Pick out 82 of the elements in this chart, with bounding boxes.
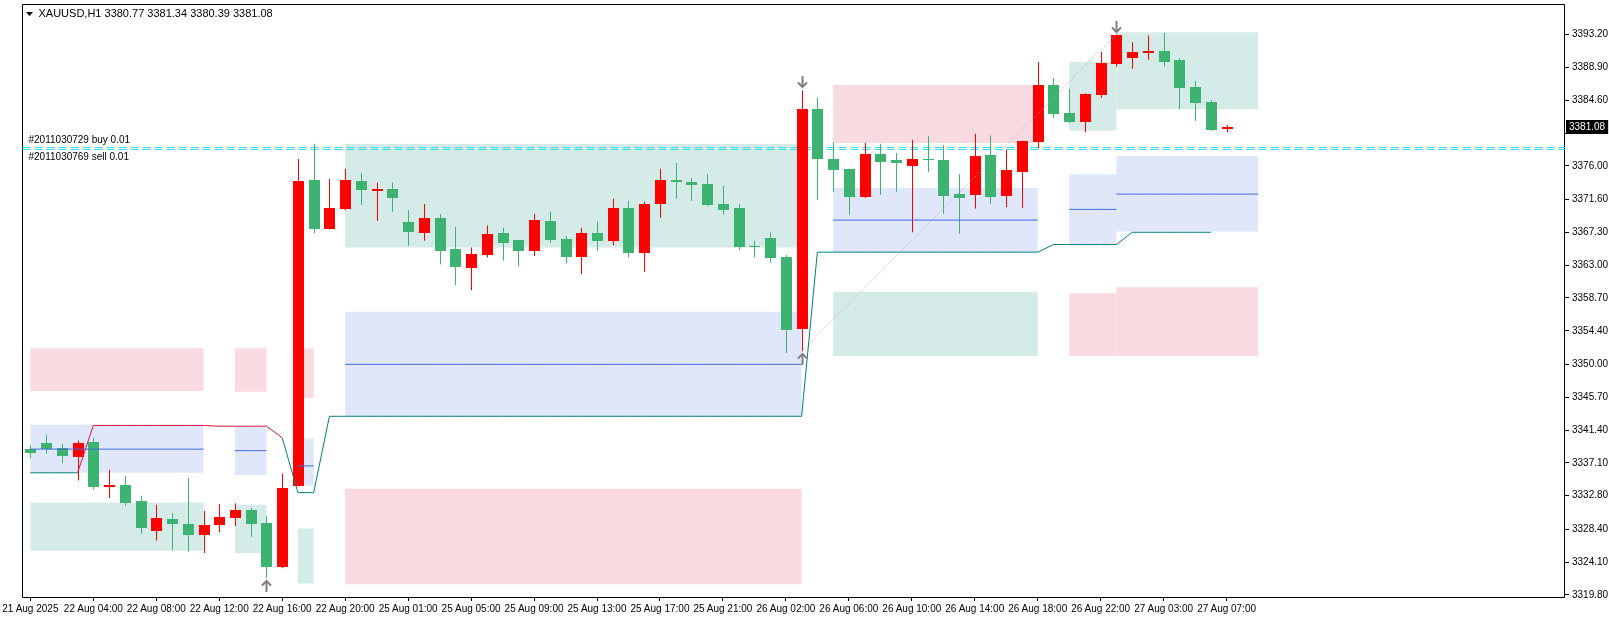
candlestick — [576, 227, 587, 275]
candlestick — [561, 235, 572, 265]
candlestick — [324, 178, 335, 230]
candlestick — [387, 182, 398, 213]
candlestick — [1159, 32, 1170, 68]
y-tick-label: 3332.80 — [1572, 489, 1609, 501]
x-tick-label: 25 Aug 01:00 — [378, 602, 439, 614]
candlestick — [450, 226, 461, 286]
candlestick — [765, 231, 776, 264]
y-tick-label: 3328.40 — [1572, 523, 1609, 535]
candlestick — [702, 173, 713, 207]
candlestick — [954, 173, 965, 235]
x-tick-label: 22 Aug 20:00 — [315, 602, 376, 614]
candlestick — [1143, 34, 1154, 61]
x-tick-label: 25 Aug 09:00 — [504, 602, 564, 614]
candlestick — [372, 182, 383, 222]
candlestick — [828, 141, 839, 193]
candlestick — [230, 502, 241, 527]
x-tick-label: 26 Aug 18:00 — [1008, 602, 1068, 614]
candlestick — [875, 143, 886, 196]
candlestick — [1064, 88, 1075, 124]
y-tick-label: 3371.60 — [1572, 193, 1609, 205]
candlestick — [167, 512, 178, 551]
x-tick-label: 26 Aug 06:00 — [819, 602, 879, 614]
candlestick — [419, 203, 430, 242]
candlestick — [1127, 41, 1138, 70]
candlestick — [246, 507, 257, 538]
candlestick — [403, 209, 414, 247]
y-tick-label: 3384.60 — [1572, 93, 1609, 105]
y-tick-label: 3354.40 — [1572, 324, 1609, 336]
ref-line-label: #2011030769 sell 0.01 — [28, 150, 130, 162]
candlestick — [183, 477, 194, 552]
candlestick — [482, 224, 493, 258]
x-tick-label: 26 Aug 02:00 — [756, 602, 816, 614]
candlestick — [592, 221, 603, 252]
x-tick-label: 22 Aug 12:00 — [189, 602, 250, 614]
y-tick-label: 3376.00 — [1572, 159, 1609, 171]
x-tick-label: 22 Aug 16:00 — [252, 602, 313, 614]
candlestick — [718, 185, 729, 216]
candlestick — [466, 247, 477, 291]
y-tick-label: 3388.90 — [1572, 61, 1609, 73]
candlestick — [923, 135, 934, 173]
ref-line-label: #2011030729 buy 0.01 — [28, 133, 131, 145]
y-tick-label: 3341.40 — [1572, 423, 1609, 435]
x-tick-label: 22 Aug 08:00 — [126, 602, 187, 614]
candlestick — [104, 469, 115, 499]
y-tick-label: 3358.70 — [1572, 291, 1609, 303]
y-tick-label: 3337.10 — [1572, 456, 1609, 468]
candlestick — [891, 152, 902, 193]
candlestick — [671, 162, 682, 200]
candlestick — [545, 211, 556, 244]
y-tick-label: 3363.00 — [1572, 258, 1609, 270]
x-tick-label: 25 Aug 17:00 — [630, 602, 690, 614]
chart-title: XAUUSD,H1 3380.77 3381.34 3380.39 3381.08 — [38, 6, 273, 19]
x-tick-label: 21 Aug 2025 — [2, 602, 59, 614]
candlestick — [1190, 80, 1201, 122]
x-tick-label: 25 Aug 05:00 — [441, 602, 501, 614]
x-tick-label: 26 Aug 22:00 — [1071, 602, 1131, 614]
x-tick-label: 26 Aug 14:00 — [945, 602, 1005, 614]
candlestick — [199, 510, 210, 554]
x-tick-label: 25 Aug 13:00 — [567, 602, 627, 614]
annotation: 3381.08 — [1569, 120, 1606, 132]
y-tick-label: 3345.70 — [1572, 390, 1609, 402]
y-tick-label: 3324.10 — [1572, 555, 1609, 567]
candlestick — [498, 227, 509, 262]
candlestick — [214, 503, 225, 533]
candlestick — [686, 177, 697, 202]
y-tick-label: 3367.30 — [1572, 226, 1609, 238]
x-tick-label: 26 Aug 10:00 — [882, 602, 942, 614]
x-tick-label: 22 Aug 04:00 — [63, 602, 124, 614]
candlestick — [356, 172, 367, 206]
y-tick-label: 3393.20 — [1572, 28, 1609, 40]
x-tick-label: 27 Aug 03:00 — [1134, 602, 1194, 614]
candlestick — [907, 139, 918, 233]
candlestick — [513, 239, 524, 268]
x-tick-label: 25 Aug 21:00 — [693, 602, 753, 614]
candlestick — [120, 475, 131, 507]
candlestick — [655, 168, 666, 219]
candlestick — [151, 504, 162, 542]
x-tick-label: 27 Aug 07:00 — [1197, 602, 1257, 614]
y-tick-label: 3350.00 — [1572, 358, 1609, 370]
y-tick-label: 3319.80 — [1572, 588, 1609, 600]
